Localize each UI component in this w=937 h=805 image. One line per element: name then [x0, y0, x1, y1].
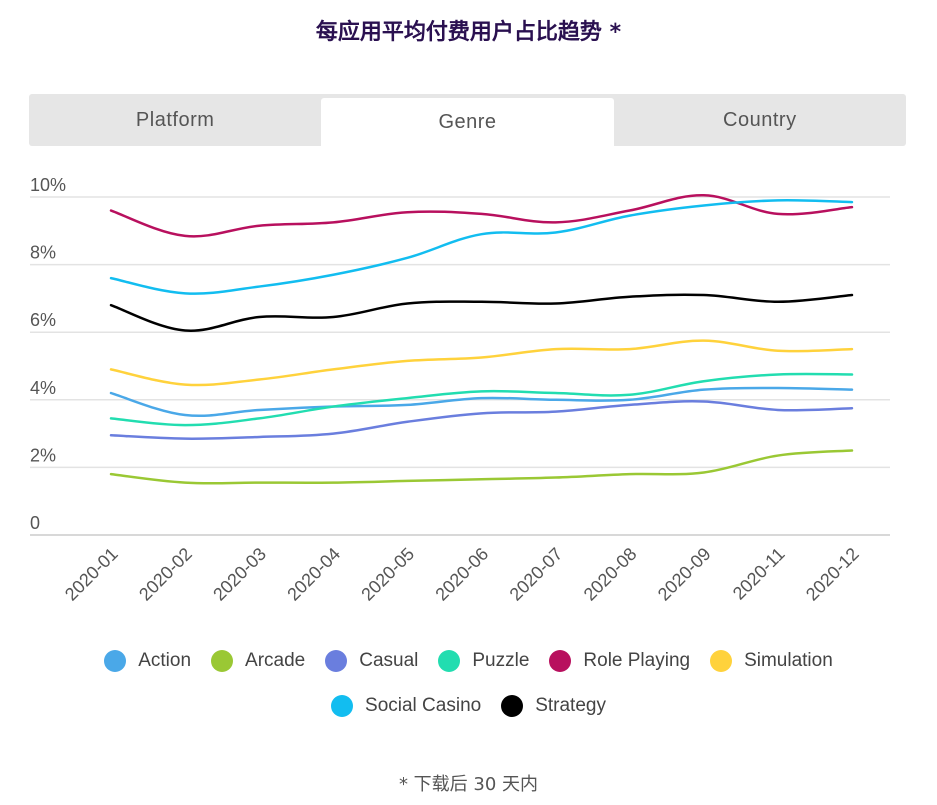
series-line-action [109, 386, 854, 418]
legend-item-puzzle[interactable]: Puzzle [438, 650, 529, 672]
x-tick-label: 2020-08 [580, 544, 641, 605]
filter-tabs: Platform Genre Country [29, 94, 906, 146]
series-line-puzzle [109, 372, 854, 427]
legend-label-arcade: Arcade [245, 650, 306, 671]
x-tick-label: 2020-03 [209, 544, 270, 605]
y-tick-label: 8% [30, 243, 56, 263]
tab-platform[interactable]: Platform [135, 108, 215, 131]
legend-row-1: Action Arcade Casual Puzzle Role Playing… [0, 650, 937, 672]
tab-country[interactable]: Country [723, 108, 797, 131]
x-tick-label: 2020-11 [729, 544, 789, 604]
legend-item-role-playing[interactable]: Role Playing [549, 650, 690, 672]
y-tick-label: 10% [30, 175, 66, 195]
x-tick-label: 2020-05 [357, 544, 418, 605]
x-tick-label: 2020-01 [61, 544, 122, 605]
legend-label-social-casino: Social Casino [365, 695, 482, 716]
y-tick-label: 4% [30, 378, 56, 398]
legend-swatch-arcade [211, 650, 234, 672]
tab-genre[interactable]: Genre [321, 98, 614, 146]
legend-label-action: Action [138, 650, 192, 671]
series-line-arcade [109, 449, 854, 485]
legend-swatch-role-playing [549, 650, 572, 672]
legend-item-social-casino[interactable]: Social Casino [331, 695, 481, 717]
legend-swatch-social-casino [331, 695, 354, 717]
legend-label-puzzle: Puzzle [472, 650, 530, 671]
legend-label-simulation: Simulation [744, 650, 833, 671]
x-tick-label: 2020-04 [283, 544, 344, 605]
x-tick-label: 2020-09 [654, 544, 715, 605]
legend-row-2: Social Casino Strategy [0, 695, 937, 717]
series-line-strategy [109, 293, 854, 332]
legend-swatch-casual [325, 650, 348, 672]
x-tick-label: 2020-02 [135, 544, 196, 605]
x-tick-label: 2020-07 [506, 544, 567, 605]
line-chart: 0 2% 4% 6% 8% 10% 2020-01 2020-02 2020-03 2020-04… [30, 175, 890, 605]
x-tick-label: 2020-12 [802, 544, 863, 605]
series-line-simulation [109, 339, 854, 387]
x-tick-label: 2020-06 [431, 544, 492, 605]
y-tick-label: 6% [30, 310, 56, 330]
series-line-casual [109, 400, 854, 440]
legend-item-strategy[interactable]: Strategy [501, 695, 606, 717]
legend-swatch-puzzle [438, 650, 461, 672]
legend-item-casual[interactable]: Casual [325, 650, 418, 672]
chart-title: 每应用平均付费用户占比趋势 * [315, 20, 622, 45]
series-line-role-playing [109, 194, 854, 238]
legend-label-strategy: Strategy [535, 695, 606, 716]
series-line-social-casino [109, 199, 854, 295]
legend-item-arcade[interactable]: Arcade [211, 650, 305, 672]
legend-label-casual: Casual [359, 650, 419, 671]
legend-item-action[interactable]: Action [104, 650, 191, 672]
legend-label-role-playing: Role Playing [583, 650, 691, 671]
y-tick-label: 0 [30, 513, 40, 533]
legend-swatch-simulation [710, 650, 733, 672]
legend-swatch-strategy [501, 695, 524, 717]
legend-swatch-action [104, 650, 127, 672]
legend-item-simulation[interactable]: Simulation [710, 650, 833, 672]
footnote: * 下载后 30 天内 [398, 774, 539, 795]
y-tick-label: 2% [30, 445, 56, 465]
